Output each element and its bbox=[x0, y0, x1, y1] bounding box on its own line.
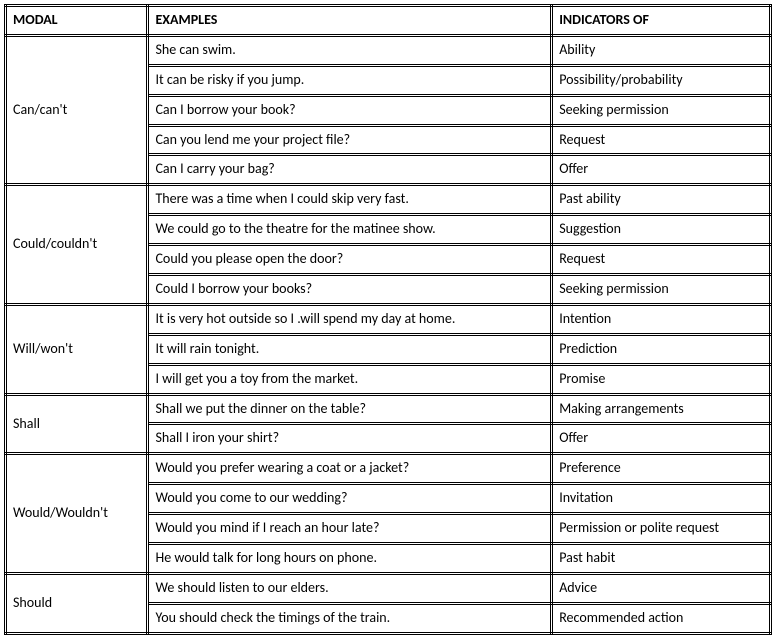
indicator-cell: Permission or polite request bbox=[552, 514, 771, 544]
table-row: ShouldWe should listen to our elders.Adv… bbox=[6, 573, 771, 603]
indicator-cell: Recommended action bbox=[552, 603, 771, 633]
modal-cell: Would/Wouldn't bbox=[6, 454, 148, 574]
table-row: ShallShall we put the dinner on the tabl… bbox=[6, 394, 771, 424]
modal-cell: Shall bbox=[6, 394, 148, 454]
example-cell: Can I borrow your book? bbox=[148, 95, 552, 125]
indicator-cell: Request bbox=[552, 245, 771, 275]
example-cell: It will rain tonight. bbox=[148, 334, 552, 364]
indicator-cell: Advice bbox=[552, 573, 771, 603]
example-cell: Could you please open the door? bbox=[148, 245, 552, 275]
indicator-cell: Intention bbox=[552, 304, 771, 334]
example-cell: Would you come to our wedding? bbox=[148, 484, 552, 514]
indicator-cell: Past ability bbox=[552, 185, 771, 215]
table-row: Would/Wouldn'tWould you prefer wearing a… bbox=[6, 454, 771, 484]
indicator-cell: Past habit bbox=[552, 544, 771, 574]
example-cell: You should check the timings of the trai… bbox=[148, 603, 552, 633]
indicator-cell: Seeking permission bbox=[552, 95, 771, 125]
modals-table: MODAL EXAMPLES INDICATORS OF Can/can'tSh… bbox=[4, 4, 772, 635]
indicator-cell: Suggestion bbox=[552, 215, 771, 245]
modal-cell: Could/couldn't bbox=[6, 185, 148, 305]
indicator-cell: Offer bbox=[552, 155, 771, 185]
header-indicators: INDICATORS OF bbox=[552, 6, 771, 36]
table-body: Can/can'tShe can swim.AbilityIt can be r… bbox=[6, 35, 771, 633]
indicator-cell: Prediction bbox=[552, 334, 771, 364]
example-cell: Would you mind if I reach an hour late? bbox=[148, 514, 552, 544]
modal-cell: Can/can't bbox=[6, 35, 148, 184]
example-cell: Shall we put the dinner on the table? bbox=[148, 394, 552, 424]
header-examples: EXAMPLES bbox=[148, 6, 552, 36]
example-cell: Can you lend me your project file? bbox=[148, 125, 552, 155]
indicator-cell: Making arrangements bbox=[552, 394, 771, 424]
table-header-row: MODAL EXAMPLES INDICATORS OF bbox=[6, 6, 771, 36]
example-cell: There was a time when I could skip very … bbox=[148, 185, 552, 215]
example-cell: Would you prefer wearing a coat or a jac… bbox=[148, 454, 552, 484]
header-modal: MODAL bbox=[6, 6, 148, 36]
indicator-cell: Promise bbox=[552, 364, 771, 394]
modal-cell: Will/won't bbox=[6, 304, 148, 394]
example-cell: I will get you a toy from the market. bbox=[148, 364, 552, 394]
example-cell: Shall I iron your shirt? bbox=[148, 424, 552, 454]
example-cell: It is very hot outside so I .will spend … bbox=[148, 304, 552, 334]
table-row: Will/won'tIt is very hot outside so I .w… bbox=[6, 304, 771, 334]
example-cell: It can be risky if you jump. bbox=[148, 65, 552, 95]
indicator-cell: Request bbox=[552, 125, 771, 155]
example-cell: We could go to the theatre for the matin… bbox=[148, 215, 552, 245]
example-cell: Could I borrow your books? bbox=[148, 275, 552, 305]
indicator-cell: Preference bbox=[552, 454, 771, 484]
indicator-cell: Possibility/probability bbox=[552, 65, 771, 95]
example-cell: We should listen to our elders. bbox=[148, 573, 552, 603]
indicator-cell: Offer bbox=[552, 424, 771, 454]
example-cell: She can swim. bbox=[148, 35, 552, 65]
example-cell: Can I carry your bag? bbox=[148, 155, 552, 185]
indicator-cell: Seeking permission bbox=[552, 275, 771, 305]
table-row: Could/couldn'tThere was a time when I co… bbox=[6, 185, 771, 215]
table-row: Can/can'tShe can swim.Ability bbox=[6, 35, 771, 65]
example-cell: He would talk for long hours on phone. bbox=[148, 544, 552, 574]
indicator-cell: Invitation bbox=[552, 484, 771, 514]
modal-cell: Should bbox=[6, 573, 148, 633]
indicator-cell: Ability bbox=[552, 35, 771, 65]
